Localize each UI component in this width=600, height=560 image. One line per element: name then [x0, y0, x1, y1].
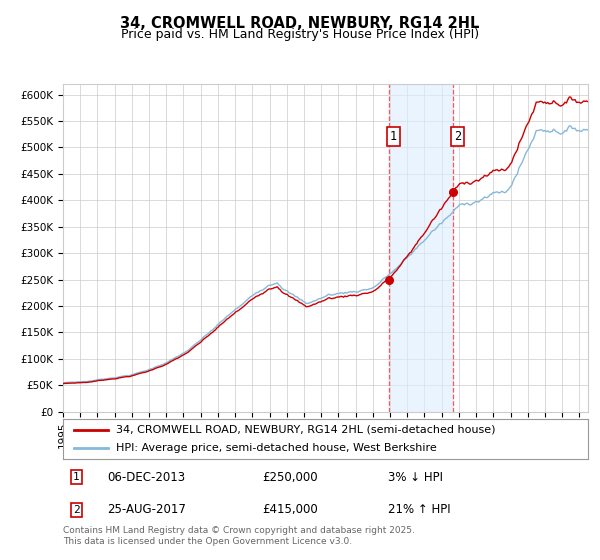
Text: 1: 1 [390, 130, 397, 143]
Text: 34, CROMWELL ROAD, NEWBURY, RG14 2HL: 34, CROMWELL ROAD, NEWBURY, RG14 2HL [121, 16, 479, 31]
Text: 2: 2 [73, 505, 79, 515]
Text: Price paid vs. HM Land Registry's House Price Index (HPI): Price paid vs. HM Land Registry's House … [121, 28, 479, 41]
Text: 1: 1 [73, 472, 79, 482]
Text: 34, CROMWELL ROAD, NEWBURY, RG14 2HL (semi-detached house): 34, CROMWELL ROAD, NEWBURY, RG14 2HL (se… [115, 425, 495, 435]
Bar [389, 84, 453, 412]
Text: Contains HM Land Registry data © Crown copyright and database right 2025.
This d: Contains HM Land Registry data © Crown c… [63, 526, 415, 546]
Text: HPI: Average price, semi-detached house, West Berkshire: HPI: Average price, semi-detached house,… [115, 444, 436, 453]
Text: £415,000: £415,000 [263, 503, 318, 516]
Text: 2: 2 [454, 130, 461, 143]
Text: £250,000: £250,000 [263, 470, 318, 483]
Text: 25-AUG-2017: 25-AUG-2017 [107, 503, 187, 516]
Text: 06-DEC-2013: 06-DEC-2013 [107, 470, 186, 483]
Text: 3% ↓ HPI: 3% ↓ HPI [389, 470, 443, 483]
Text: 21% ↑ HPI: 21% ↑ HPI [389, 503, 451, 516]
